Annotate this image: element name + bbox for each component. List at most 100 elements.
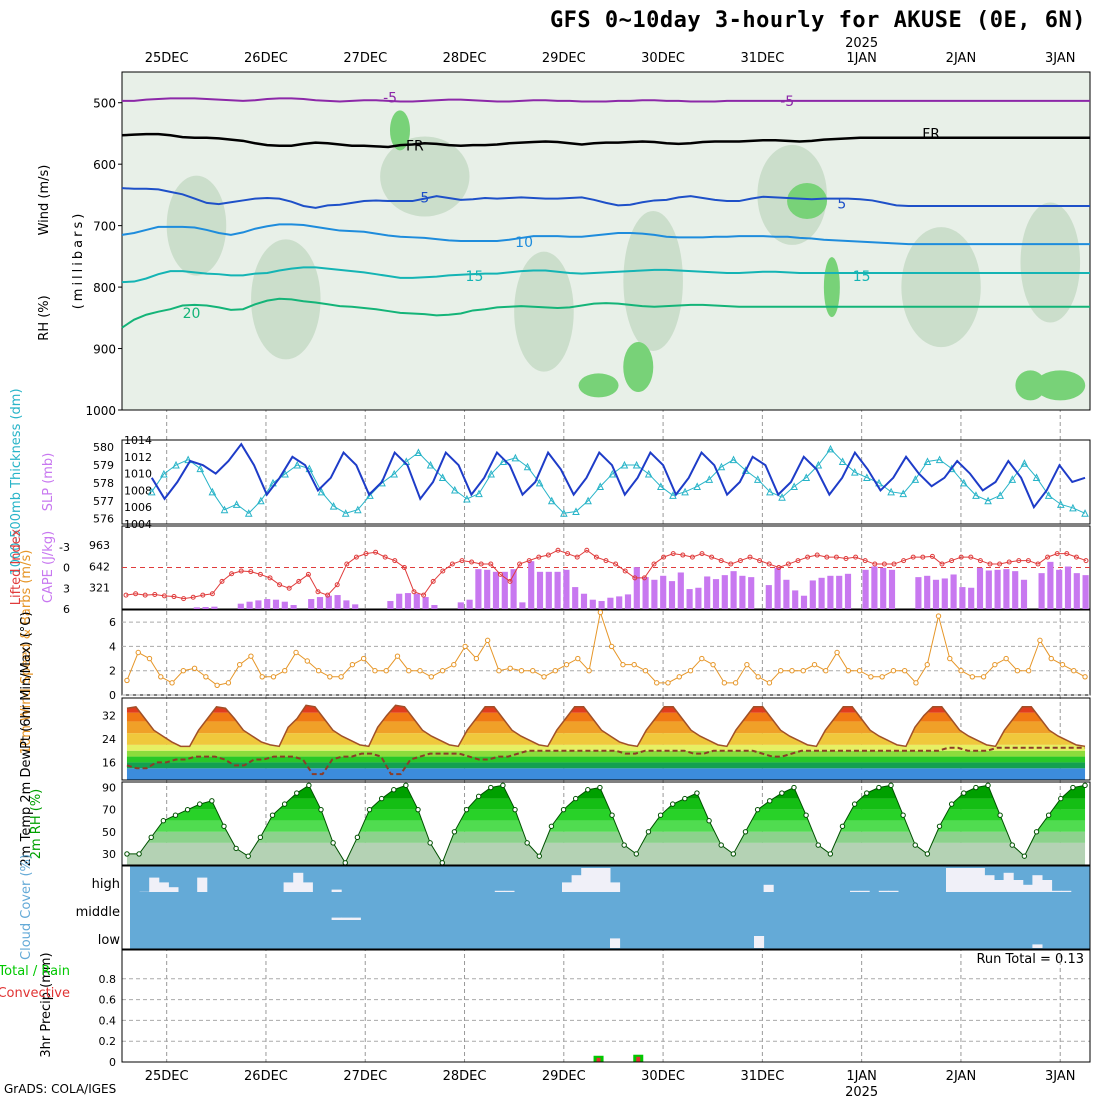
wind-speed-point: [191, 665, 198, 671]
wind-speed-point: [1082, 674, 1088, 680]
wind-speed-point: [575, 655, 581, 662]
thickness-point: [887, 487, 895, 496]
cloud-level-label: high: [92, 877, 120, 892]
thickness-point: [172, 460, 180, 469]
top-date-label: 31DEC: [740, 51, 784, 66]
rh-point: [560, 806, 567, 813]
cape-bar: [774, 567, 781, 609]
slp-tick-label: 1008: [124, 484, 152, 497]
rh-point: [269, 812, 276, 818]
li-point: [181, 596, 187, 602]
rh-tick-label: 30: [102, 848, 116, 861]
cloud-low-bar: [754, 936, 765, 948]
cloud-high-bar: [283, 882, 294, 892]
wind-speed-point: [214, 682, 220, 688]
cape-bar: [519, 602, 526, 609]
rh-moist-area: [823, 257, 840, 318]
li-point: [305, 571, 311, 577]
precip-convective-bar: [596, 1057, 601, 1062]
wind-speed-point: [879, 674, 885, 680]
wind-speed-line: [126, 610, 1086, 686]
li-point: [190, 594, 196, 600]
rh-band: [126, 798, 1086, 810]
rh-point: [294, 790, 300, 796]
li-tick-label: -3: [59, 541, 70, 554]
li-point: [709, 554, 715, 560]
li-point: [920, 554, 926, 560]
thickness-point: [208, 487, 217, 496]
top-date-label: 3JAN: [1045, 51, 1076, 66]
temp-contour-FR: [121, 132, 1090, 149]
rh-point: [148, 834, 154, 841]
rh-point: [391, 787, 397, 793]
wind-speed-point: [969, 674, 976, 680]
cloud-high-bar: [859, 890, 870, 892]
cape-bar: [783, 579, 790, 609]
li-point: [1045, 554, 1051, 560]
li-point: [565, 551, 571, 557]
rh-point: [851, 801, 858, 807]
rh-band: [126, 820, 1086, 832]
rh-point: [221, 823, 227, 829]
cape-bar: [1082, 575, 1089, 609]
cape-bar: [1047, 561, 1054, 609]
rh-point: [475, 793, 482, 800]
li-point: [833, 554, 839, 560]
wind-speed-point: [732, 680, 739, 686]
li-point: [757, 558, 763, 564]
wind-axis-label: Wind (m/s): [37, 165, 52, 236]
li-point: [843, 556, 849, 562]
cloud-high-bar: [994, 880, 1005, 892]
li-point: [1064, 551, 1070, 557]
cape-bar: [985, 570, 992, 609]
cape-bar: [924, 575, 931, 609]
wind-speed-point: [507, 665, 513, 671]
li-point: [421, 592, 427, 598]
li-point: [142, 592, 148, 598]
wind-speed-point: [924, 661, 930, 668]
temp-tick-label: 32: [102, 710, 116, 723]
cape-bar: [950, 574, 957, 609]
wind-speed-point: [755, 674, 761, 680]
li-point: [238, 568, 244, 574]
rh-point: [403, 782, 409, 789]
precip-tick-label: 0.2: [99, 1035, 117, 1048]
li-point: [555, 547, 561, 553]
thickness-point: [1081, 509, 1089, 517]
wind-speed-point: [992, 661, 998, 668]
wind-speed-point: [135, 649, 141, 656]
li-point: [766, 561, 772, 567]
cape-bar: [959, 587, 966, 609]
wind-speed-point: [890, 668, 897, 674]
thickness-point: [560, 509, 568, 517]
thickness-point: [669, 491, 677, 499]
cape-bar: [836, 575, 843, 609]
temp-contour--5: [122, 97, 1090, 103]
li-point: [526, 558, 532, 564]
wind-frame: [121, 609, 1091, 696]
wind-speed-point: [349, 661, 356, 668]
cape-tick-label: 642: [89, 560, 110, 573]
rh-point: [682, 795, 688, 802]
li-point: [315, 589, 321, 595]
contour-label: 15: [466, 269, 484, 285]
rh-point: [767, 798, 773, 804]
rh-shade-area: [1020, 202, 1081, 323]
li-point: [891, 561, 897, 567]
precip-legend-rain: Total / Rain: [0, 964, 70, 979]
cape-bar: [862, 569, 869, 609]
rh-point: [160, 818, 167, 824]
cloud-low-bar: [1032, 944, 1043, 948]
cloud-high-bar: [562, 882, 573, 892]
cape-bar: [492, 571, 500, 609]
rh-point: [876, 784, 882, 791]
cloud-high-bar: [1061, 890, 1072, 892]
cloud-level-label: low: [98, 933, 121, 948]
thickness-point: [1032, 473, 1041, 482]
li-point: [257, 571, 263, 577]
rh-point: [973, 784, 979, 791]
temp-contour-10: [121, 223, 1090, 246]
rh-point: [645, 829, 652, 835]
wind-speed-point: [259, 674, 265, 680]
li-point: [853, 554, 859, 560]
